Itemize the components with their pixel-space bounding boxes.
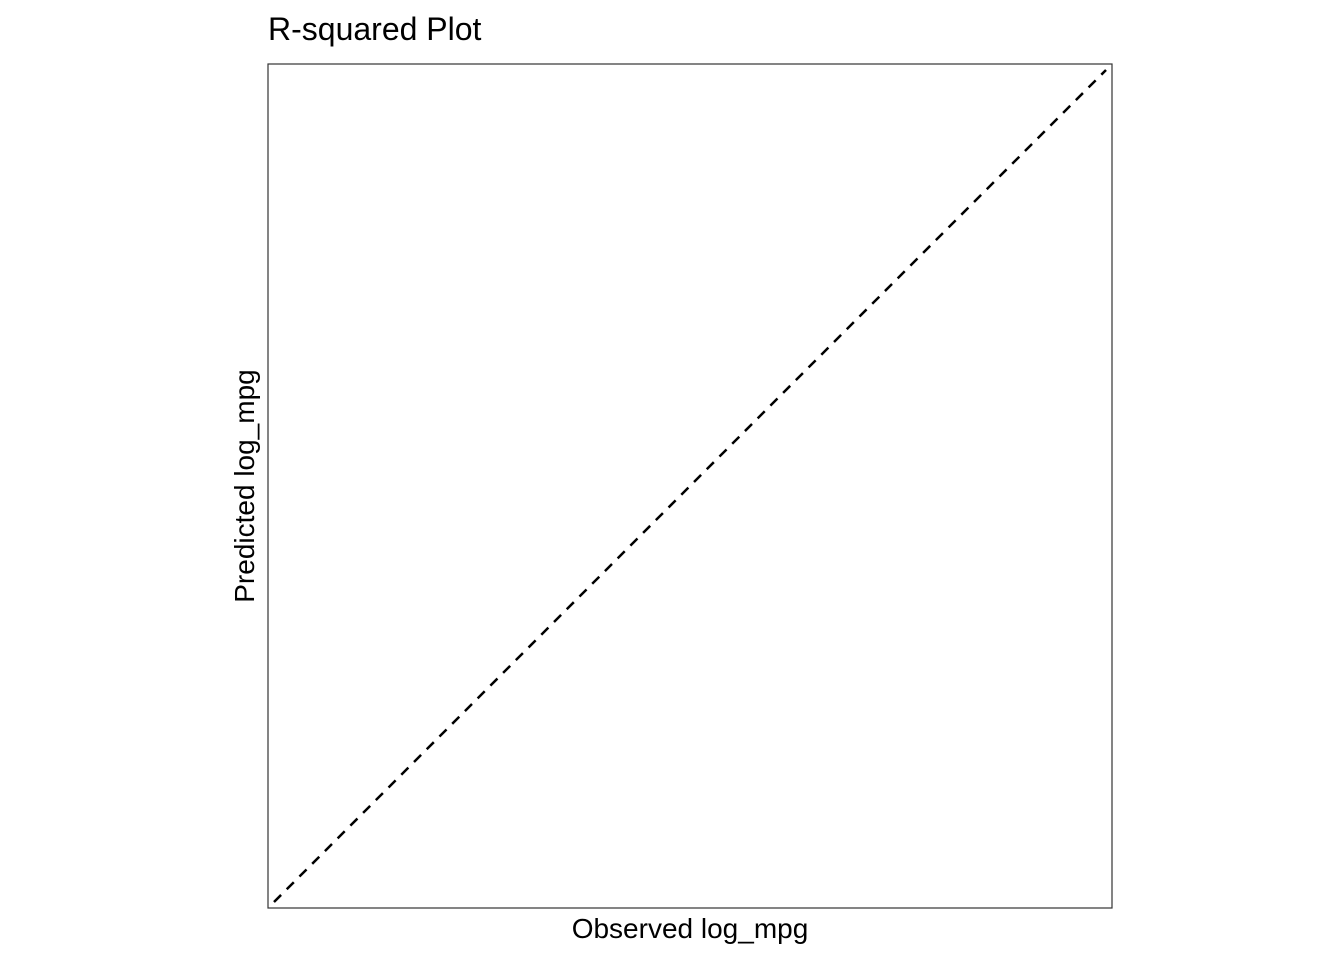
identity-reference-line [273,69,1107,903]
x-axis-label: Observed log_mpg [572,913,809,944]
plot-panel-border [267,63,1113,909]
y-axis-label: Predicted log_mpg [229,369,260,602]
chart-title: R-squared Plot [268,11,482,47]
